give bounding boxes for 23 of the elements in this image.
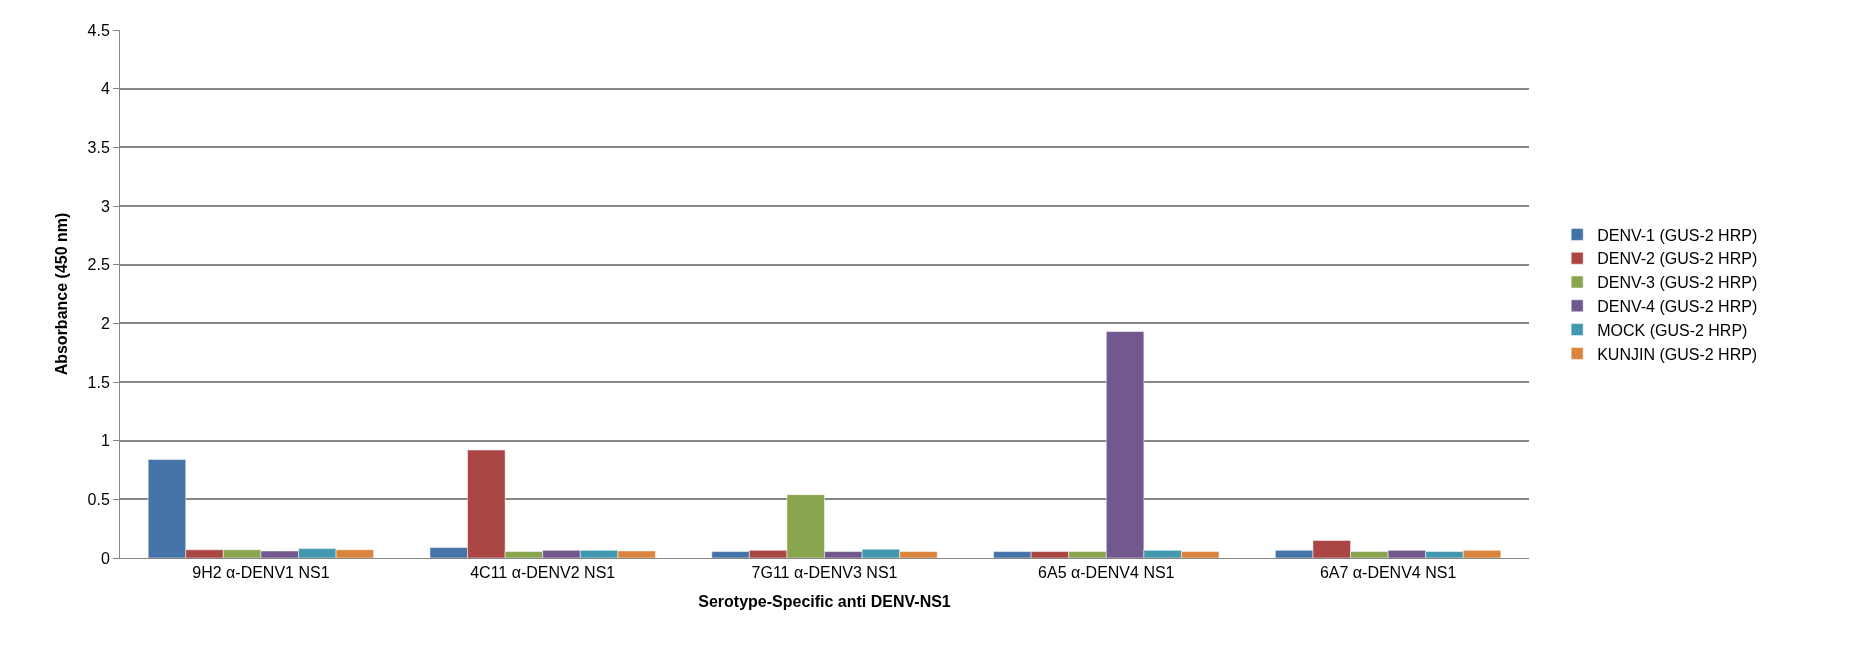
y-tick-label: 2 [100, 314, 110, 332]
legend-label: DENV-3 (GUS-2 HRP) [1597, 274, 1758, 292]
x-tick-label: 4C11 α-DENV2 NS1 [470, 564, 616, 582]
y-tick-label: 3.5 [87, 138, 110, 156]
y-tick-label: 0 [100, 549, 110, 567]
x-tick-label: 6A7 α-DENV4 NS1 [1319, 564, 1457, 582]
x-axis-title: Serotype-Specific anti DENV-NS1 [698, 592, 951, 610]
y-tick-label: 3 [100, 197, 110, 215]
x-tick-label: 9H2 α-DENV1 NS1 [192, 564, 330, 582]
y-tick-label: 0.5 [87, 490, 110, 508]
y-tick-label: 1 [100, 432, 110, 450]
legend-label: DENV-4 (GUS-2 HRP) [1597, 298, 1758, 316]
y-tick-label: 1.5 [87, 373, 110, 391]
legend-label: DENV-1 (GUS-2 HRP) [1597, 226, 1758, 244]
y-tick-label: 4.5 [87, 21, 110, 39]
legend-label: MOCK (GUS-2 HRP) [1597, 321, 1748, 339]
y-axis-title: Absorbance (450 nm) [53, 212, 71, 376]
y-tick-label: 2.5 [87, 256, 110, 274]
legend-label: DENV-2 (GUS-2 HRP) [1597, 250, 1758, 268]
y-tick-label: 4 [100, 80, 110, 98]
x-tick-label: 7G11 α-DENV3 NS1 [751, 564, 898, 582]
legend-label: KUNJIN (GUS-2 HRP) [1597, 345, 1758, 363]
x-tick-label: 6A5 α-DENV4 NS1 [1038, 564, 1175, 582]
